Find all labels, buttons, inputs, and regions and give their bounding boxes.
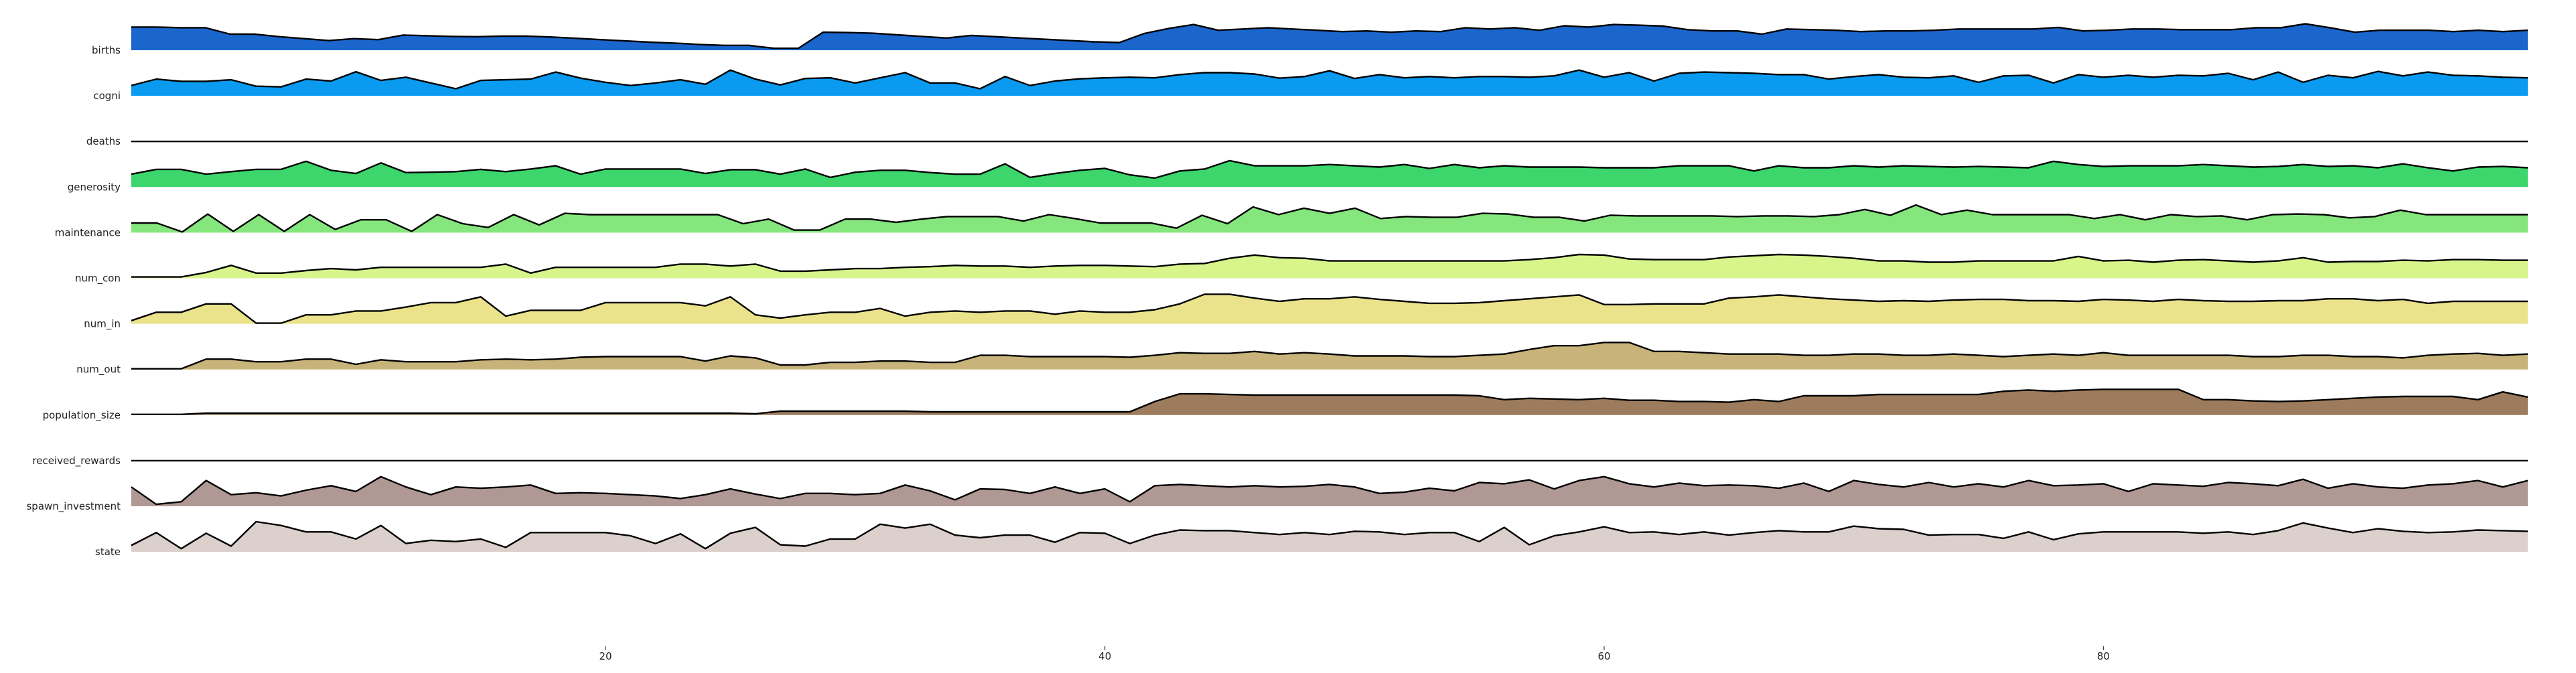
series-line: [131, 69, 2528, 90]
series-line: [131, 159, 2528, 179]
series-area: [131, 70, 2528, 96]
series-row-deaths: deaths: [86, 135, 2528, 147]
x-tick-label: 60: [1597, 650, 1610, 662]
series-label: cogni: [93, 90, 121, 102]
series-row-births: births: [92, 23, 2528, 56]
series-rows: births cogni deaths generosity maintenance nu…: [26, 23, 2528, 558]
series-row-num-con: num_con: [75, 253, 2528, 285]
series-label: deaths: [86, 135, 121, 147]
series-line: [131, 204, 2528, 233]
series-label: births: [92, 44, 121, 56]
x-axis: 20 40 60 80: [599, 646, 2110, 662]
series-label: population_size: [43, 409, 121, 422]
series-row-population-size: population_size: [43, 388, 2528, 422]
series-area: [131, 476, 2528, 506]
series-line: [131, 388, 2528, 415]
series-line: [131, 23, 2528, 50]
series-row-generosity: generosity: [68, 159, 2528, 193]
series-label: num_out: [76, 364, 121, 376]
series-row-cogni: cogni: [93, 69, 2528, 102]
series-line: [131, 520, 2528, 550]
series-row-state: state: [95, 520, 2528, 558]
series-label: state: [95, 546, 121, 558]
series-row-num-out: num_out: [76, 342, 2528, 376]
series-line: [131, 475, 2528, 506]
series-label: maintenance: [55, 226, 121, 238]
series-area: [131, 205, 2528, 233]
series-row-spawn-investment: spawn_investment: [26, 475, 2528, 513]
series-area: [131, 522, 2528, 552]
series-line: [131, 342, 2528, 370]
series-row-received-rewards: received_rewards: [32, 455, 2528, 467]
x-tick-label: 80: [2097, 650, 2110, 662]
series-line: [131, 293, 2528, 324]
series-label: generosity: [68, 181, 121, 193]
series-label: num_con: [75, 273, 121, 285]
series-row-num-in: num_in: [84, 293, 2528, 331]
x-tick-label: 20: [599, 650, 612, 662]
series-area: [131, 342, 2528, 370]
series-label: received_rewards: [32, 455, 121, 467]
series-line: [131, 253, 2528, 278]
series-area: [131, 254, 2528, 279]
series-area: [131, 389, 2528, 415]
x-tick-label: 40: [1098, 650, 1111, 662]
series-label: num_in: [84, 318, 121, 331]
series-label: spawn_investment: [26, 500, 121, 513]
series-row-maintenance: maintenance: [55, 204, 2528, 238]
